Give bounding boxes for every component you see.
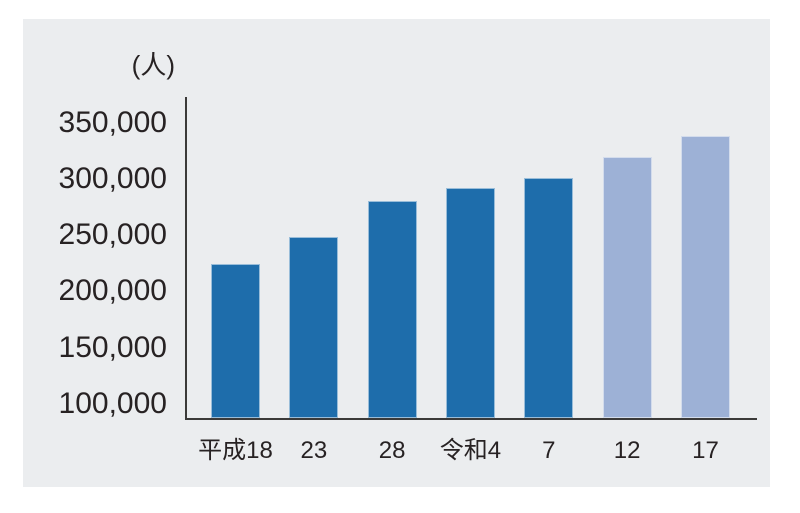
x-axis-line [185, 418, 757, 420]
chart-panel [23, 19, 770, 487]
y-axis-unit-label: (人) [131, 50, 175, 80]
y-axis-line [185, 97, 187, 418]
